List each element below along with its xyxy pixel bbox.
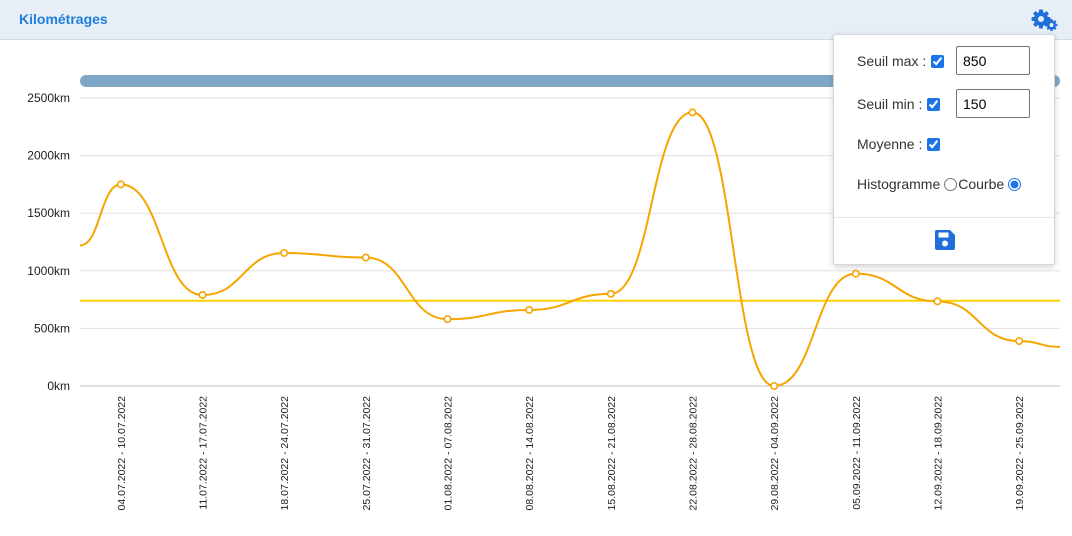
panel-divider — [834, 217, 1054, 218]
x-tick-label: 05.09.2022 - 11.09.2022 — [851, 396, 863, 510]
data-point — [525, 305, 534, 314]
x-tick-label: 29.08.2022 - 04.09.2022 — [769, 396, 781, 511]
x-tick-label: 22.08.2022 - 28.08.2022 — [688, 396, 700, 511]
floppy-disk-icon[interactable] — [934, 229, 956, 251]
data-point — [770, 381, 779, 390]
x-tick-label: 08.08.2022 - 14.08.2022 — [524, 396, 536, 511]
moyenne-label: Moyenne : — [857, 136, 923, 152]
data-point — [688, 108, 697, 117]
seuil-min-checkbox[interactable] — [927, 97, 941, 111]
y-tick-label: 1500km — [27, 206, 70, 220]
data-point — [851, 269, 860, 278]
x-tick-label: 15.08.2022 - 21.08.2022 — [606, 396, 618, 511]
x-tick-label: 19.09.2022 - 25.09.2022 — [1014, 396, 1026, 511]
y-tick-label: 500km — [34, 321, 70, 335]
mileage-line-chart: 0km 500km 1000km 1500km 2000km 2500km 04.07.20… — [27, 75, 1061, 511]
histogramme-radio[interactable] — [944, 177, 958, 191]
page-title: Kilométrages — [19, 11, 108, 27]
gears-icon[interactable] — [1030, 8, 1058, 32]
courbe-label: Courbe — [958, 176, 1005, 192]
histogramme-label: Histogramme — [857, 176, 941, 192]
courbe-radio[interactable] — [1008, 177, 1022, 191]
moyenne-row: Moyenne : — [857, 133, 941, 155]
y-tick-label: 2000km — [27, 149, 70, 163]
x-tick-label: 04.07.2022 - 10.07.2022 — [116, 396, 128, 511]
chart-mode-row: Histogramme Courbe — [857, 173, 1022, 195]
data-point — [1015, 337, 1024, 346]
seuil-max-label: Seuil max : — [857, 53, 927, 69]
y-tick-label: 2500km — [27, 91, 70, 105]
data-point — [116, 180, 125, 189]
seuil-min-input[interactable] — [956, 89, 1030, 118]
data-point — [606, 289, 615, 298]
moyenne-checkbox[interactable] — [927, 137, 941, 151]
seuil-max-checkbox[interactable] — [931, 54, 945, 68]
x-tick-label: 18.07.2022 - 24.07.2022 — [279, 396, 291, 511]
x-tick-label: 25.07.2022 - 31.07.2022 — [361, 396, 373, 511]
data-point — [443, 315, 452, 324]
seuil-max-row: Seuil max : — [857, 50, 945, 72]
chart-settings-panel: Seuil max : Seuil min : Moyenne : Histog… — [833, 34, 1055, 265]
seuil-max-input[interactable] — [956, 46, 1030, 75]
seuil-min-row: Seuil min : — [857, 93, 941, 115]
data-point — [361, 253, 370, 262]
y-tick-label: 0km — [47, 379, 70, 393]
header-bar: Kilométrages — [0, 0, 1072, 40]
y-tick-label: 1000km — [27, 264, 70, 278]
seuil-min-label: Seuil min : — [857, 96, 923, 112]
range-scrollbar — [80, 75, 1060, 87]
x-tick-label: 11.07.2022 - 17.07.2022 — [198, 396, 210, 510]
data-point — [280, 248, 289, 257]
x-tick-label: 12.09.2022 - 18.09.2022 — [933, 396, 945, 511]
x-tick-label: 01.08.2022 - 07.08.2022 — [443, 396, 455, 511]
data-point — [198, 290, 207, 299]
data-point — [933, 297, 942, 306]
